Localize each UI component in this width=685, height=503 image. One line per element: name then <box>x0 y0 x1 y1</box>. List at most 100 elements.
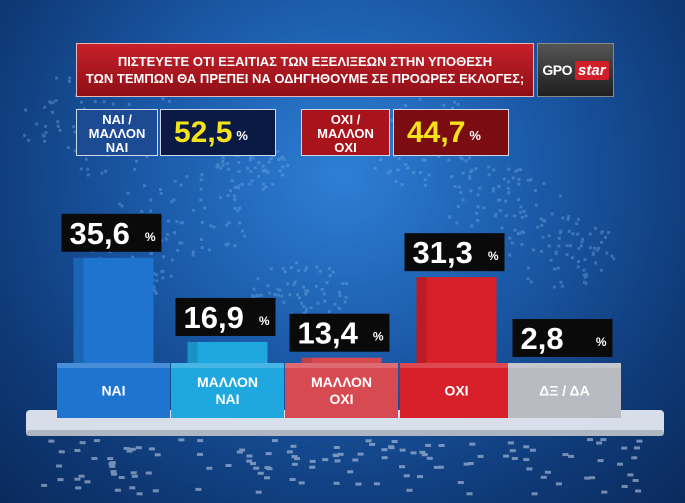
map-dot <box>127 102 131 106</box>
question-banner: ΠΙΣΤΕΥΕΤΕ ΟΤΙ ΕΞΑΙΤΙΑΣ ΤΩΝ ΕΞΕΛΙΞΕΩΝ ΣΤΗ… <box>76 43 534 97</box>
category-label: ΔΞ / ΔΑ <box>539 383 589 399</box>
total-yes-value: 52,5 <box>174 116 233 149</box>
map-dot <box>316 301 320 305</box>
map-dot <box>176 249 180 252</box>
map-dot <box>539 217 543 221</box>
map-dot <box>469 170 473 174</box>
map-dot <box>191 253 195 257</box>
map-dot <box>297 269 300 272</box>
map-dot <box>341 282 345 285</box>
floor-dot <box>381 448 388 452</box>
floor-dot <box>352 458 359 462</box>
map-dot <box>271 154 275 158</box>
map-dot <box>470 168 474 172</box>
map-dot <box>583 275 587 279</box>
map-dot <box>289 266 293 270</box>
map-dot <box>519 205 523 209</box>
floor-dot <box>178 438 185 442</box>
map-dot <box>599 268 603 272</box>
map-dot <box>550 212 554 216</box>
map-dot <box>582 268 586 272</box>
category-box-highlight <box>285 363 398 368</box>
map-dot <box>476 205 480 209</box>
map-dot <box>192 208 196 212</box>
floor-dot <box>246 459 253 463</box>
floor-dot <box>634 446 640 450</box>
map-dot <box>519 168 523 172</box>
map-dot <box>240 182 244 186</box>
map-dot <box>233 194 236 198</box>
map-dot <box>418 98 422 102</box>
category-label: ΜΑΛΛΟΝ <box>311 374 372 390</box>
map-dot <box>406 166 410 170</box>
map-dot <box>549 258 553 262</box>
map-dot <box>461 198 465 202</box>
floor-dot <box>523 458 530 462</box>
map-dot <box>149 198 153 202</box>
map-dot <box>142 184 146 188</box>
map-dot <box>264 185 268 189</box>
map-dot <box>162 255 166 259</box>
map-dot <box>120 204 124 208</box>
map-dot <box>80 100 83 104</box>
map-dot <box>468 175 472 179</box>
map-dot <box>226 194 230 198</box>
map-dot <box>167 219 171 223</box>
floor-dot <box>197 439 204 443</box>
total-no-label-line: ΟΧΙ / <box>330 112 361 127</box>
map-dot <box>66 146 70 150</box>
floor-dot <box>78 474 85 478</box>
map-dot <box>282 300 286 304</box>
map-dot <box>302 285 305 289</box>
floor-dot <box>145 471 152 475</box>
map-dot <box>498 198 502 202</box>
map-dot <box>133 167 137 171</box>
map-dot <box>261 187 265 191</box>
map-dot <box>421 158 425 162</box>
floor-dot <box>406 488 413 492</box>
map-dot <box>145 154 149 158</box>
map-dot <box>600 231 604 235</box>
map-dot <box>500 226 504 230</box>
value-unit: % <box>488 249 499 263</box>
map-dot <box>267 160 271 164</box>
floor-dot <box>56 464 63 468</box>
gpo-star-logo: GPO star <box>537 43 614 97</box>
map-dot <box>585 274 589 278</box>
map-dot <box>166 232 170 236</box>
map-dot <box>576 265 580 269</box>
map-dot <box>159 188 162 191</box>
bar-shade <box>73 257 84 418</box>
floor-dot <box>197 452 203 456</box>
floor-dot <box>107 457 114 461</box>
bar-group: ΟΧΙ 31,3% <box>400 233 513 418</box>
floor-dot <box>632 479 639 482</box>
floor-dot <box>544 470 551 474</box>
map-dot <box>604 235 607 239</box>
map-dot <box>512 214 516 218</box>
map-dot <box>327 310 331 313</box>
floor-dot <box>253 466 260 470</box>
map-dot <box>304 309 308 313</box>
map-dot <box>199 187 203 191</box>
floor-dot <box>75 486 82 490</box>
map-dot <box>517 182 521 186</box>
map-dot <box>169 274 173 278</box>
map-dot <box>257 174 261 178</box>
map-dot <box>200 237 203 241</box>
map-dot <box>467 156 471 160</box>
floor-dot <box>74 477 81 481</box>
map-dot <box>344 295 348 299</box>
map-dot <box>482 206 486 210</box>
map-dot <box>102 100 106 104</box>
map-dot <box>457 185 461 189</box>
map-dot <box>476 193 480 197</box>
total-yes-label-line: ΝΑΙ <box>105 140 129 155</box>
chart-floor-edge <box>26 430 664 436</box>
map-dot <box>607 231 611 235</box>
map-dot <box>288 293 292 297</box>
map-dot <box>464 159 468 163</box>
map-dot <box>338 290 341 294</box>
